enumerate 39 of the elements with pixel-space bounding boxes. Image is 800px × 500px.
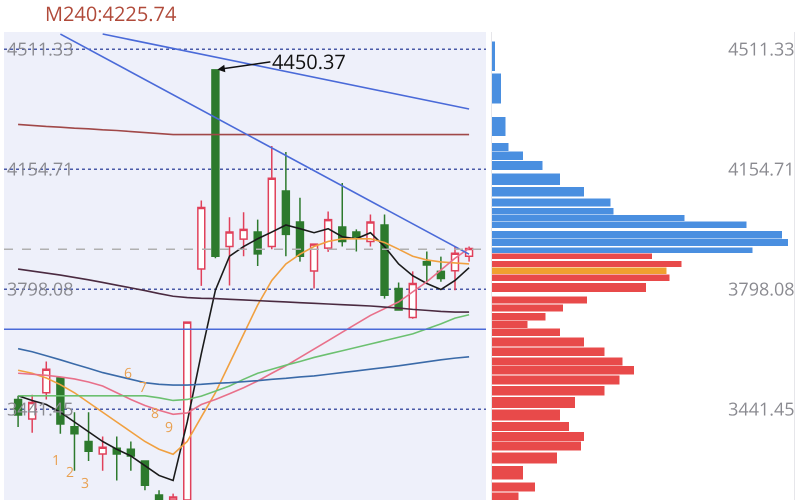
line-series (17, 314, 470, 402)
candlestick (422, 250, 432, 284)
candlestick (168, 492, 178, 500)
candlestick (436, 256, 446, 283)
bar (492, 283, 646, 292)
annotation: 1 (52, 451, 60, 470)
candlestick (408, 270, 417, 320)
candlestick (140, 460, 150, 491)
candlestick (154, 490, 164, 500)
annotation: 3 (81, 474, 90, 493)
y-tick-label: 4511.33 (7, 38, 74, 62)
bar (492, 274, 670, 282)
annotation: 4450.37 (272, 48, 346, 75)
candlestick (380, 214, 389, 300)
annotation: 8 (151, 404, 160, 423)
text: M240:4225.74 (45, 0, 177, 27)
candlestick (239, 211, 248, 257)
annotation: 2 (66, 463, 74, 482)
candlestick (84, 412, 93, 462)
y-tick-label: 3798.08 (728, 277, 795, 302)
annotation: 9 (165, 418, 174, 437)
annotation: 7 (139, 378, 148, 397)
line-series (17, 124, 470, 136)
candlestick (225, 216, 234, 286)
bar (492, 260, 682, 268)
candlestick (282, 151, 290, 257)
y-tick-label: 4154.71 (7, 158, 74, 182)
candlestick (112, 436, 121, 482)
candlestick (268, 145, 276, 250)
y-tick-label: 4511.33 (728, 38, 795, 62)
annotation: 6 (124, 364, 132, 383)
candlestick (197, 200, 206, 287)
candlestick (352, 228, 361, 252)
y-tick-label: 3441.45 (728, 397, 795, 422)
candlestick (211, 69, 220, 260)
candlestick (98, 436, 107, 472)
candlestick (126, 440, 136, 472)
y-tick-label: 3798.08 (7, 277, 74, 302)
y-tick-label: 4154.71 (728, 158, 795, 182)
